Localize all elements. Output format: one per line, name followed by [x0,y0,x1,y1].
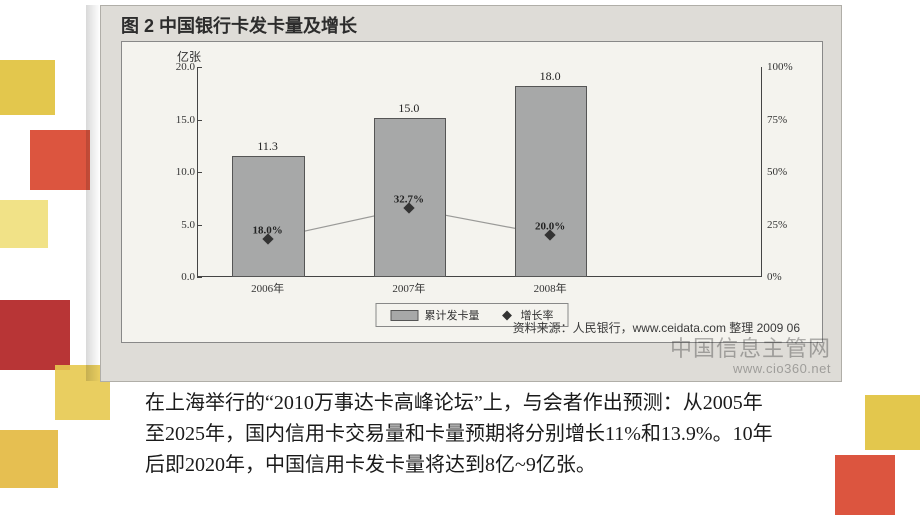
x-axis-labels: 2006年2007年2008年2009年 [197,280,762,300]
y2-tick-label: 100% [767,61,807,73]
deco-block [865,395,920,450]
deco-block [0,300,70,370]
data-point-label: 20.0% [535,221,565,233]
legend-bar: 累计发卡量 [391,307,480,323]
data-point-label: 32.7% [394,194,424,206]
watermark-line1: 中国信息主管网 [551,331,831,363]
legend-bar-swatch [391,310,419,321]
y-tick-label: 10.0 [155,166,195,178]
deco-block [0,430,58,488]
y-tick-mark [197,277,202,278]
y-tick-label: 20.0 [155,61,195,73]
x-tick-label: 2007年 [369,280,449,296]
caption-text: 在上海举行的“2010万事达卡高峰论坛”上，与会者作出预测：从2005年至202… [145,388,780,481]
slide: 图 2 中国银行卡发卡量及增长 亿张 0.05.010.015.020.0 0%… [0,0,920,517]
legend-bar-label: 累计发卡量 [425,307,480,323]
y2-tick-label: 75% [767,114,807,126]
y2-tick-label: 50% [767,166,807,178]
bar-value-label: 11.3 [238,139,298,154]
watermark-line2: www.cio360.net [551,361,831,376]
bar-value-label: 18.0 [520,69,580,84]
deco-block [0,60,55,115]
bar-value-label: 15.0 [379,101,439,116]
y-tick-label: 5.0 [155,219,195,231]
legend-diamond-swatch [502,310,512,320]
scan-shadow [86,5,100,381]
x-tick-label: 2008年 [510,280,590,296]
deco-block [30,130,90,190]
deco-block [0,200,48,248]
chart-container: 图 2 中国银行卡发卡量及增长 亿张 0.05.010.015.020.0 0%… [100,5,842,382]
bar [232,156,305,277]
y2-tick-label: 25% [767,219,807,231]
y-tick-label: 15.0 [155,114,195,126]
chart-inner: 亿张 0.05.010.015.020.0 0%25%50%75%100% 11… [121,41,823,343]
data-point-label: 18.0% [253,225,283,237]
chart-title: 图 2 中国银行卡发卡量及增长 [121,12,357,38]
bar [515,86,588,277]
y-tick-label: 0.0 [155,271,195,283]
y2-axis-ticks: 0%25%50%75%100% [767,67,817,277]
plot-area: 11.3 15.0 18.0 18.0% 32.7% 20.0% [197,67,762,277]
y-axis-ticks: 0.05.010.015.020.0 [150,67,195,277]
x-tick-label: 2006年 [228,280,308,296]
watermark: 中国信息主管网 www.cio360.net [551,331,831,376]
deco-block [835,455,895,515]
y2-tick-label: 0% [767,271,807,283]
